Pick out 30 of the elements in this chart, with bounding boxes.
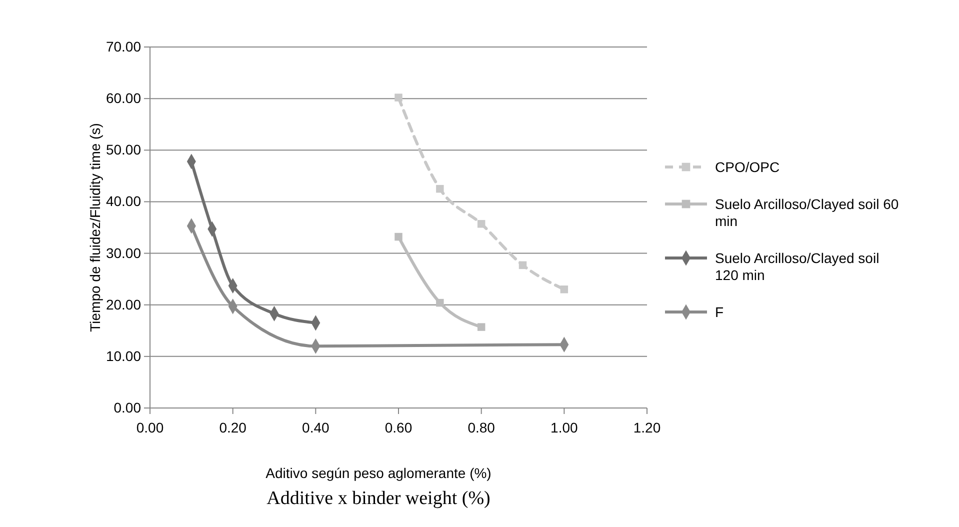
point [436, 298, 444, 307]
legend-label: Suelo Arcilloso/Clayed soil 120 min [715, 250, 880, 283]
y-tick-label: 70.00 [106, 38, 142, 54]
y-tick-label: 30.00 [106, 244, 142, 261]
y-tick-label: 10.00 [106, 348, 142, 364]
x-tick-label: 0.80 [468, 419, 496, 436]
y-tick-label: 40.00 [106, 193, 142, 210]
legend-label: F [715, 304, 724, 320]
y-axis-title: Tiempo de fluidez/Fluidity time (s) [87, 123, 103, 332]
point [477, 220, 486, 228]
text: Additive x binder weight (%) [266, 488, 490, 509]
x-tick-label: 0.20 [219, 419, 247, 436]
y-tick-label: 20.00 [106, 296, 142, 312]
x-tick-label: 0.00 [136, 419, 164, 436]
x-axis-title: Aditivo según peso aglomerante (%) [266, 465, 492, 481]
legend-label: Suelo Arcilloso/Clayed soil 60 min [715, 196, 899, 229]
x-tick-label: 1.20 [633, 419, 661, 436]
point [477, 323, 486, 331]
y-tick-label: 50.00 [106, 142, 142, 158]
x-tick-label: 0.60 [384, 419, 412, 436]
point [518, 261, 527, 270]
point [394, 94, 402, 102]
y-tick-label: 60.00 [106, 90, 142, 106]
legend-label: CPO/OPC [715, 159, 780, 175]
x-tick-label: 0.40 [302, 419, 330, 436]
x-tick-label: 1.00 [550, 419, 578, 436]
point [436, 184, 444, 193]
point [394, 232, 402, 241]
y-tick-label: 0.00 [114, 399, 142, 416]
point [560, 286, 568, 294]
